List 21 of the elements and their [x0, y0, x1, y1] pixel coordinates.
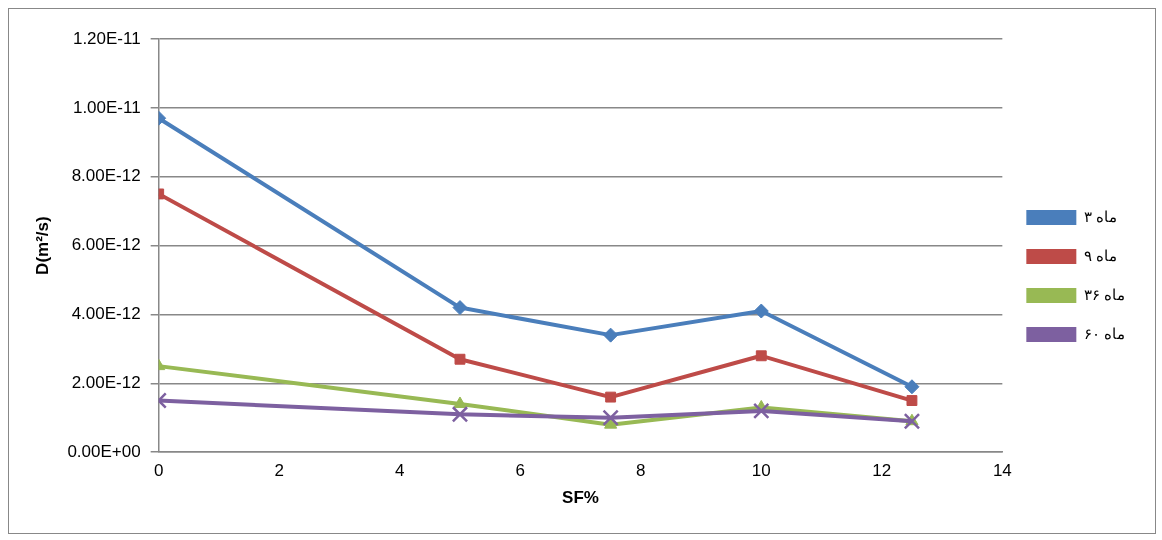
- x-tick-label: 12: [872, 461, 892, 481]
- x-tick-label: 14: [992, 461, 1012, 481]
- y-tick-label: 6.00E-12: [71, 235, 141, 255]
- y-tick-label: 1.00E-11: [72, 97, 141, 117]
- y-tick-label: 1.20E-11: [72, 28, 141, 48]
- x-tick-label: 4: [394, 461, 405, 481]
- x-tick-label: 10: [751, 461, 771, 481]
- legend-label: ۳۶ ماه: [1083, 285, 1125, 303]
- y-tick-label: 8.00E-12: [71, 166, 141, 186]
- legend-label: ۶۰ ماه: [1083, 324, 1125, 342]
- x-tick-label: 0: [153, 461, 164, 481]
- y-axis-title: D(m²/s): [32, 216, 52, 275]
- legend-label: ۳ ماه: [1083, 207, 1117, 225]
- x-tick-label: 6: [515, 461, 525, 481]
- x-tick-label: 2: [274, 461, 284, 481]
- y-tick-label: 2.00E-12: [71, 373, 141, 393]
- y-tick-label: 4.00E-12: [71, 304, 141, 324]
- x-axis-title: SF%: [562, 488, 599, 508]
- legend-label: ۹ ماه: [1083, 246, 1117, 264]
- y-tick-label: 0.00E+00: [67, 441, 141, 461]
- x-tick-label: 8: [636, 461, 646, 481]
